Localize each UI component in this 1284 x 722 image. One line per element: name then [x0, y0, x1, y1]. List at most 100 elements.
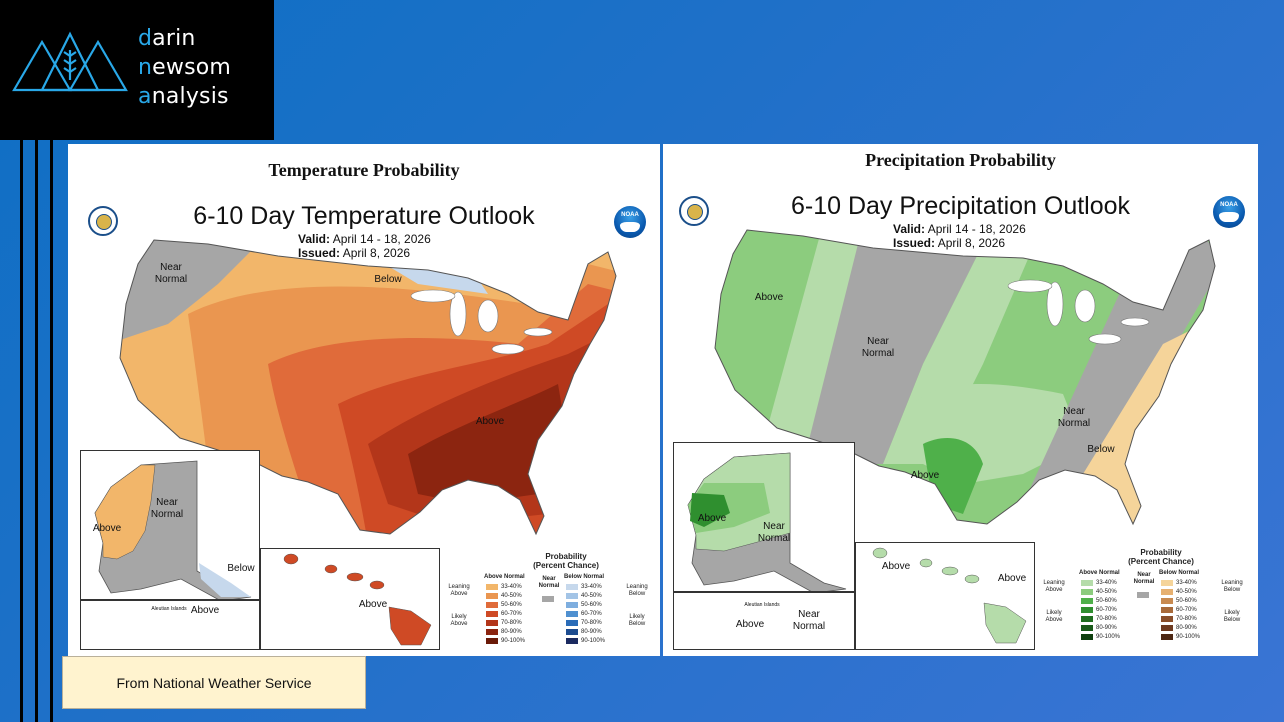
noaa-logo-icon: NOAA: [614, 206, 646, 238]
legend-swatch: [486, 620, 498, 626]
legend-swatch: [486, 593, 498, 599]
map-label: Above: [190, 605, 220, 616]
issued-date: Issued: April 8, 2026: [893, 236, 1006, 250]
issued-date: Issued: April 8, 2026: [298, 246, 411, 260]
hawaii-map: [283, 553, 432, 646]
legend-range-label: 70-80%: [501, 620, 522, 626]
map-title: 6-10 Day Temperature Outlook: [193, 202, 535, 230]
legend-swatch: [566, 584, 578, 590]
legend-swatch: [1081, 607, 1093, 613]
alaska-inset: Above Near Normal Below: [80, 450, 260, 602]
probability-legend: Probability (Percent Chance) Above Norma…: [448, 552, 648, 644]
legend-swatch: [486, 584, 498, 590]
brand-logo: darin newsom analysis: [0, 0, 274, 140]
map-label: Near Normal: [792, 609, 826, 632]
legend-swatch: [1161, 625, 1173, 631]
legend-range-label: 70-80%: [581, 620, 602, 626]
source-credit: From National Weather Service: [62, 656, 366, 709]
legend-range-label: 40-50%: [581, 593, 602, 599]
brand-wordmark: darin newsom analysis: [138, 26, 232, 109]
divider-line: [20, 140, 23, 722]
alaska-map: [94, 460, 252, 602]
legend-range-label: 90-100%: [1176, 634, 1201, 640]
legend-range-label: 80-90%: [1096, 625, 1117, 631]
legend-range-label: 90-100%: [501, 638, 526, 644]
map-label: Near Normal: [154, 262, 188, 285]
map-label: Above: [997, 573, 1027, 584]
hawaii-inset: Above: [260, 548, 440, 650]
map-label: Above: [735, 619, 765, 630]
legend-swatch: [1137, 592, 1149, 598]
alaska-inset: Above Near Normal: [673, 442, 855, 594]
valid-date: Valid: April 14 - 18, 2026: [893, 222, 1026, 236]
noaa-logo-icon: NOAA: [1213, 196, 1245, 228]
probability-legend: Probability (Percent Chance) Above Norma…: [1043, 548, 1243, 640]
legend-range-label: 60-70%: [1096, 607, 1117, 613]
map-label: Near Normal: [150, 497, 184, 520]
map-label: Above: [92, 523, 122, 534]
precipitation-map: [714, 229, 1216, 526]
valid-date: Valid: April 14 - 18, 2026: [298, 232, 431, 246]
legend-swatch: [566, 638, 578, 644]
map-label: Above: [358, 599, 388, 610]
map-label: Above: [881, 561, 911, 572]
legend-swatch: [486, 638, 498, 644]
legend-range-label: 50-60%: [581, 602, 602, 608]
map-label: Near Normal: [1057, 406, 1091, 429]
divider-line: [35, 140, 38, 722]
legend-range-label: 40-50%: [1096, 589, 1117, 595]
legend-swatch: [1161, 634, 1173, 640]
legend-swatch: [566, 620, 578, 626]
legend-swatch: [1081, 634, 1093, 640]
hawaii-inset: Above Above: [855, 542, 1035, 650]
legend-range-label: 70-80%: [1096, 616, 1117, 622]
map-label: Below: [1087, 444, 1115, 455]
legend-range-label: 80-90%: [1176, 625, 1197, 631]
legend-range-label: 90-100%: [581, 638, 606, 644]
legend-swatch: [486, 629, 498, 635]
map-label: Aleutian Islands: [151, 606, 187, 612]
legend-range-label: 50-60%: [1176, 598, 1197, 604]
legend-swatch: [486, 611, 498, 617]
temperature-map: [119, 239, 617, 536]
panel-title: Temperature Probability: [268, 160, 460, 180]
legend-range-label: 80-90%: [581, 629, 602, 635]
legend-range-label: 80-90%: [501, 629, 522, 635]
doc-seal-icon: [679, 196, 709, 226]
doc-seal-icon: [88, 206, 118, 236]
legend-swatch: [1081, 598, 1093, 604]
map-title: 6-10 Day Precipitation Outlook: [790, 192, 1131, 220]
mountain-logo-icon: [12, 31, 128, 92]
map-label: Near Normal: [861, 336, 895, 359]
legend-swatch: [1081, 625, 1093, 631]
legend-range-label: 70-80%: [1176, 616, 1197, 622]
panel-title: Precipitation Probability: [865, 150, 1056, 170]
map-label: Above: [754, 292, 784, 303]
legend-swatch: [486, 602, 498, 608]
legend-swatch: [1081, 589, 1093, 595]
legend-range-label: 90-100%: [1096, 634, 1121, 640]
legend-swatch: [1161, 589, 1173, 595]
legend-swatch: [566, 593, 578, 599]
legend-range-label: 60-70%: [1176, 607, 1197, 613]
legend-range-label: 40-50%: [1176, 589, 1197, 595]
legend-range-label: 60-70%: [581, 611, 602, 617]
precipitation-outlook-panel: Precipitation Probability 6-10 Day Preci…: [663, 144, 1258, 656]
map-label: Above: [475, 416, 505, 427]
divider-line: [50, 140, 53, 722]
map-label: Below: [374, 274, 402, 285]
alaska-map: [687, 452, 847, 594]
legend-swatch: [566, 629, 578, 635]
legend-swatch: [1161, 616, 1173, 622]
legend-swatch: [1081, 616, 1093, 622]
legend-swatch: [1161, 598, 1173, 604]
temperature-outlook-panel: Temperature Probability 6-10 Day Tempera…: [68, 144, 660, 656]
hawaii-map: [872, 547, 1027, 644]
legend-range-label: 60-70%: [501, 611, 522, 617]
legend-range-label: 33-40%: [501, 584, 522, 590]
legend-swatch: [1081, 580, 1093, 586]
map-label: Above: [910, 470, 940, 481]
legend-range-label: 33-40%: [1096, 580, 1117, 586]
map-label: Below: [227, 563, 255, 574]
legend-swatch: [1161, 607, 1173, 613]
